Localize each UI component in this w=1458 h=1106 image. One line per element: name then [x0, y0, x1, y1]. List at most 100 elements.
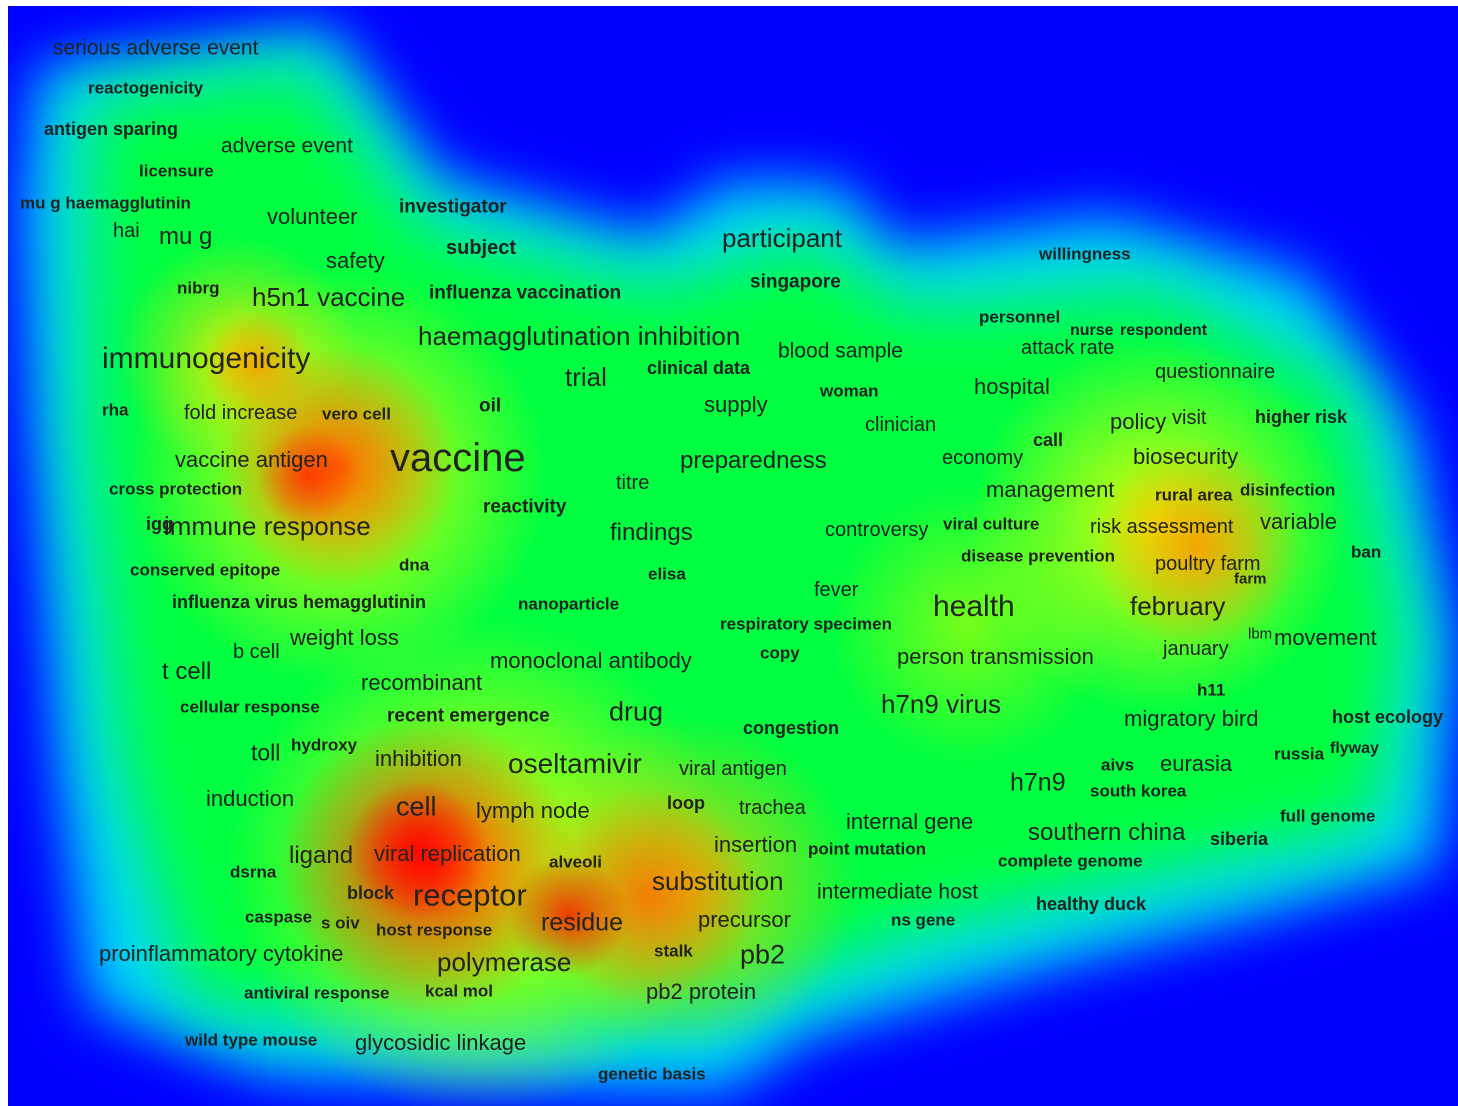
- term-label: influenza virus hemagglutinin: [172, 592, 427, 612]
- term-label: findings: [610, 519, 693, 546]
- term-label: toll: [251, 739, 281, 766]
- term-label: disease prevention: [961, 546, 1116, 566]
- term-label: woman: [820, 381, 879, 401]
- term-label: southern china: [1028, 819, 1186, 846]
- term-label: block: [347, 883, 395, 903]
- term-label: conserved epitope: [130, 560, 281, 580]
- term-label: dsrna: [230, 862, 277, 882]
- term-label: vaccine antigen: [175, 447, 328, 472]
- term-label: hydroxy: [291, 735, 358, 755]
- term-label: polymerase: [437, 947, 572, 977]
- term-label: mu g haemagglutinin: [20, 193, 191, 213]
- term-label: immune response: [164, 511, 371, 541]
- term-label: licensure: [139, 161, 214, 181]
- term-label: nibrg: [177, 278, 220, 298]
- term-label: farm: [1234, 570, 1267, 588]
- term-label: pb2: [740, 939, 786, 970]
- term-label: mu g: [159, 223, 213, 250]
- term-label: host response: [376, 920, 493, 940]
- term-label: vero cell: [322, 404, 391, 424]
- term-label: respiratory specimen: [720, 614, 892, 634]
- term-label: copy: [760, 643, 800, 663]
- term-label: substitution: [652, 866, 784, 896]
- term-label: precursor: [698, 907, 791, 932]
- term-label: healthy duck: [1036, 894, 1147, 914]
- term-label: health: [933, 590, 1015, 623]
- term-label: attack rate: [1021, 337, 1115, 359]
- term-label: eurasia: [1160, 751, 1233, 776]
- term-label: haemagglutination inhibition: [418, 321, 741, 351]
- term-label: south korea: [1090, 781, 1187, 801]
- term-label: nurse: [1070, 322, 1114, 339]
- term-label: policy: [1110, 409, 1167, 434]
- term-label: proinflammatory cytokine: [99, 941, 344, 966]
- term-label: lbm: [1248, 625, 1273, 643]
- term-labels: serious adverse event reactogenicity antig…: [8, 6, 1458, 1106]
- term-label: visit: [1172, 407, 1207, 429]
- term-label: elisa: [648, 564, 686, 584]
- term-label: rha: [102, 400, 129, 420]
- term-label: monoclonal antibody: [490, 648, 692, 673]
- term-label: igg: [146, 514, 173, 534]
- term-label: trial: [565, 362, 607, 392]
- term-label: reactivity: [483, 496, 567, 518]
- term-label: poultry farm: [1155, 553, 1261, 575]
- term-label: investigator: [399, 196, 507, 218]
- term-label: nanoparticle: [518, 594, 620, 614]
- term-label: safety: [326, 248, 385, 273]
- term-label: pb2 protein: [646, 979, 757, 1004]
- term-label: fever: [814, 579, 859, 601]
- term-label: recombinant: [361, 670, 483, 695]
- term-label: january: [1163, 638, 1229, 660]
- term-label: vaccine: [390, 436, 526, 480]
- term-label: internal gene: [846, 809, 974, 834]
- term-label: russia: [1274, 744, 1325, 764]
- term-label: cellular response: [180, 697, 320, 717]
- term-label: volunteer: [267, 204, 358, 229]
- term-label: economy: [942, 447, 1024, 469]
- term-label: risk assessment: [1090, 516, 1234, 538]
- term-label: movement: [1274, 625, 1377, 650]
- term-label: personnel: [979, 307, 1061, 327]
- term-label: weight loss: [290, 625, 399, 650]
- term-label: aivs: [1101, 755, 1135, 775]
- term-label: biosecurity: [1133, 444, 1239, 469]
- term-label: siberia: [1210, 829, 1269, 849]
- term-label: h11: [1197, 680, 1226, 700]
- term-label: willingness: [1039, 244, 1131, 264]
- term-label: induction: [206, 786, 295, 811]
- term-label: rural area: [1155, 485, 1233, 505]
- term-label: immunogenicity: [102, 342, 311, 375]
- term-label: supply: [704, 392, 768, 417]
- term-label: insertion: [714, 832, 798, 857]
- term-label: clinician: [865, 414, 937, 436]
- term-label: adverse event: [221, 134, 353, 158]
- term-label: variable: [1260, 509, 1338, 534]
- term-label: hai: [113, 220, 140, 242]
- term-label: influenza vaccination: [429, 282, 622, 304]
- term-label: clinical data: [647, 358, 751, 378]
- term-label: intermediate host: [817, 880, 979, 904]
- term-label: questionnaire: [1155, 361, 1276, 383]
- term-label: migratory bird: [1124, 706, 1259, 731]
- term-label: s oiv: [321, 913, 360, 933]
- term-label: b cell: [233, 641, 280, 663]
- term-label: titre: [616, 472, 650, 494]
- term-label: viral antigen: [679, 758, 787, 780]
- term-label: serious adverse event: [53, 36, 259, 60]
- term-label: wild type mouse: [185, 1030, 318, 1050]
- term-label: preparedness: [680, 447, 827, 474]
- term-label: lymph node: [476, 798, 590, 823]
- term-label: oil: [479, 395, 502, 417]
- term-label: controversy: [825, 519, 929, 541]
- term-label: full genome: [1280, 806, 1376, 826]
- term-label: residue: [541, 908, 623, 937]
- term-label: kcal mol: [425, 981, 494, 1001]
- term-label: caspase: [245, 907, 313, 927]
- term-label: disinfection: [1240, 480, 1336, 500]
- term-label: reactogenicity: [88, 78, 204, 98]
- term-label: alveoli: [549, 852, 602, 872]
- term-label: cross protection: [109, 479, 243, 499]
- term-label: glycosidic linkage: [355, 1030, 527, 1055]
- term-label: person transmission: [897, 644, 1094, 669]
